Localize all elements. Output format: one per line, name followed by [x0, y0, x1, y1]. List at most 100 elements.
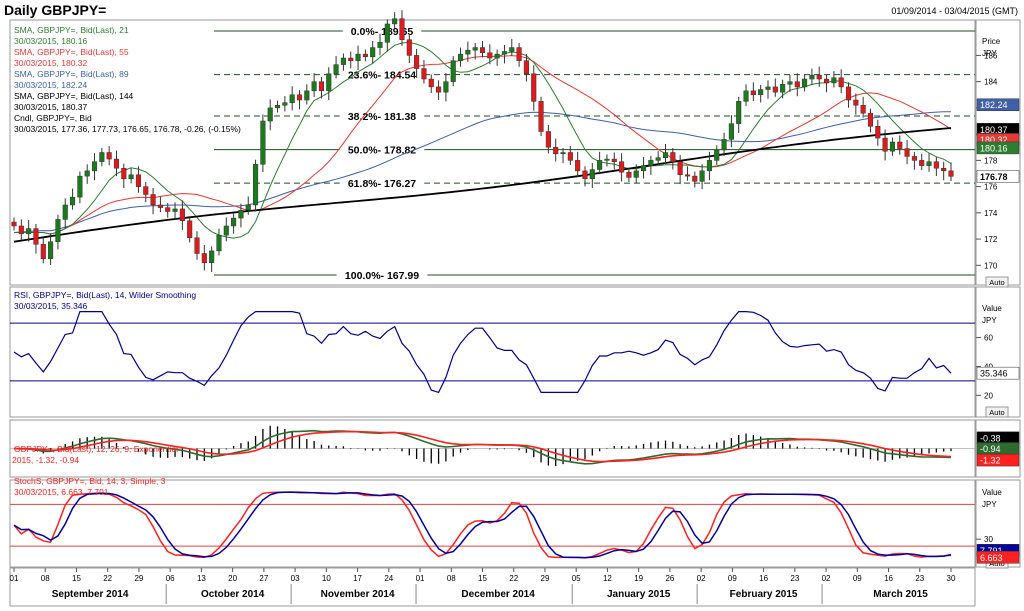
candle-body: [611, 158, 617, 162]
candle-body: [172, 208, 178, 212]
candle-body: [62, 204, 68, 220]
macd-badge-label: -0.94: [980, 444, 1001, 454]
x-tick-label: 02: [697, 574, 706, 583]
candle-body: [370, 47, 376, 57]
candle-body: [692, 175, 698, 182]
fib-label-bg: [339, 177, 425, 190]
price-badge-label: 182.24: [980, 100, 1008, 110]
candle-body: [875, 126, 881, 139]
candle-body: [18, 225, 24, 235]
candle-body: [670, 152, 676, 162]
x-tick-label: 01: [416, 574, 425, 583]
candle-body: [494, 53, 500, 59]
candle-body: [143, 186, 149, 195]
x-tick-label: 13: [197, 574, 206, 583]
candle-body: [274, 105, 281, 109]
candle-body: [311, 81, 317, 92]
x-month-label: February 2015: [730, 589, 798, 600]
candle-body: [933, 161, 939, 169]
x-tick-label: 09: [853, 574, 862, 583]
rsi-line: [13, 311, 952, 394]
candle-body: [633, 170, 639, 178]
auto-button-label: Auto: [989, 408, 1004, 417]
candle-body: [135, 174, 141, 187]
x-tick-label: 22: [103, 574, 112, 583]
candle-body: [553, 147, 559, 155]
price-tick-label: 174: [984, 209, 998, 218]
candle-body: [516, 47, 522, 61]
stoch-badge-label: 7.791: [980, 546, 1003, 556]
x-tick-label: 23: [790, 574, 799, 583]
x-month-label: October 2014: [201, 589, 265, 600]
candle-body: [472, 47, 478, 51]
candle-body: [743, 90, 749, 102]
candle-body: [626, 171, 632, 178]
fib-label-bg: [339, 143, 425, 156]
panel-stoch: [9, 479, 976, 568]
candle-body: [443, 81, 449, 93]
price-legend-name: SMA, GBPJPY=, Bid(Last), 55: [14, 47, 129, 57]
candle-body: [121, 167, 127, 179]
rsi-legend-value: 30/03/2015, 35.346: [14, 301, 88, 311]
x-tick-label: 08: [447, 574, 456, 583]
candle-body: [919, 160, 925, 166]
x-month-label: November 2014: [321, 589, 395, 600]
price-tick-label: 186: [984, 51, 998, 60]
candle-body: [845, 86, 852, 101]
candle-body: [582, 170, 588, 179]
x-tick-label: 08: [41, 574, 50, 583]
x-tick-label: 16: [884, 574, 893, 583]
macd-badge: [976, 453, 1020, 467]
x-tick-label: 03: [291, 574, 300, 583]
candle-body: [831, 77, 837, 84]
candle-body: [597, 160, 603, 170]
candle-body: [414, 55, 420, 69]
candle-body: [406, 39, 412, 56]
stoch-tick-label: 30: [984, 535, 993, 544]
candle-body: [882, 137, 888, 152]
candle-body: [728, 123, 734, 140]
candle-body: [289, 94, 295, 103]
price-legend-value: 30/03/2015, 180.37: [14, 102, 88, 112]
x-tick-label: 20: [228, 574, 237, 583]
candle-body: [253, 164, 259, 206]
price-badge-label: 176.78: [980, 172, 1008, 182]
fib-label: 0.0%- 189.65: [351, 26, 414, 38]
price-tick-label: 176: [984, 183, 998, 192]
candle-body: [699, 170, 705, 182]
price-axis-unit: JPY: [982, 49, 997, 58]
price-tick-label: 170: [984, 261, 998, 270]
x-month-label: December 2014: [461, 589, 535, 600]
candle-body: [794, 81, 800, 88]
candle-body: [99, 152, 105, 162]
candle-body: [318, 81, 325, 92]
x-tick-label: 29: [541, 574, 550, 583]
candle-body: [589, 169, 595, 179]
x-tick-label: 05: [572, 574, 581, 583]
fib-label: 38.2%- 181.38: [348, 111, 416, 123]
candle-body: [296, 94, 303, 101]
candle-body: [889, 141, 895, 152]
candle-body: [392, 18, 398, 25]
x-tick-label: 27: [259, 574, 268, 583]
price-legend-name: SMA, GBPJPY=, Bid(Last), 144: [14, 91, 134, 101]
candle-body: [897, 141, 903, 149]
candle-body: [523, 60, 529, 75]
price-badge-label: 180.32: [980, 135, 1008, 145]
candle-body: [223, 225, 229, 236]
candle-body: [509, 47, 515, 52]
candle-body: [487, 52, 493, 59]
candle-body: [216, 234, 222, 252]
macd-badge-label: -1.32: [980, 456, 1001, 466]
candle-body: [362, 53, 368, 57]
candle-body: [187, 220, 193, 239]
price-badge-label: 180.16: [980, 143, 1008, 153]
price-badge: [976, 141, 1020, 155]
candle-body: [648, 160, 654, 166]
macd-legend-value: 2015, -1.32, -0.94: [12, 455, 79, 465]
candle-body: [706, 160, 712, 172]
rsi-tick-label: 20: [984, 391, 993, 400]
candle-body: [926, 161, 932, 166]
x-tick-label: 16: [759, 574, 768, 583]
